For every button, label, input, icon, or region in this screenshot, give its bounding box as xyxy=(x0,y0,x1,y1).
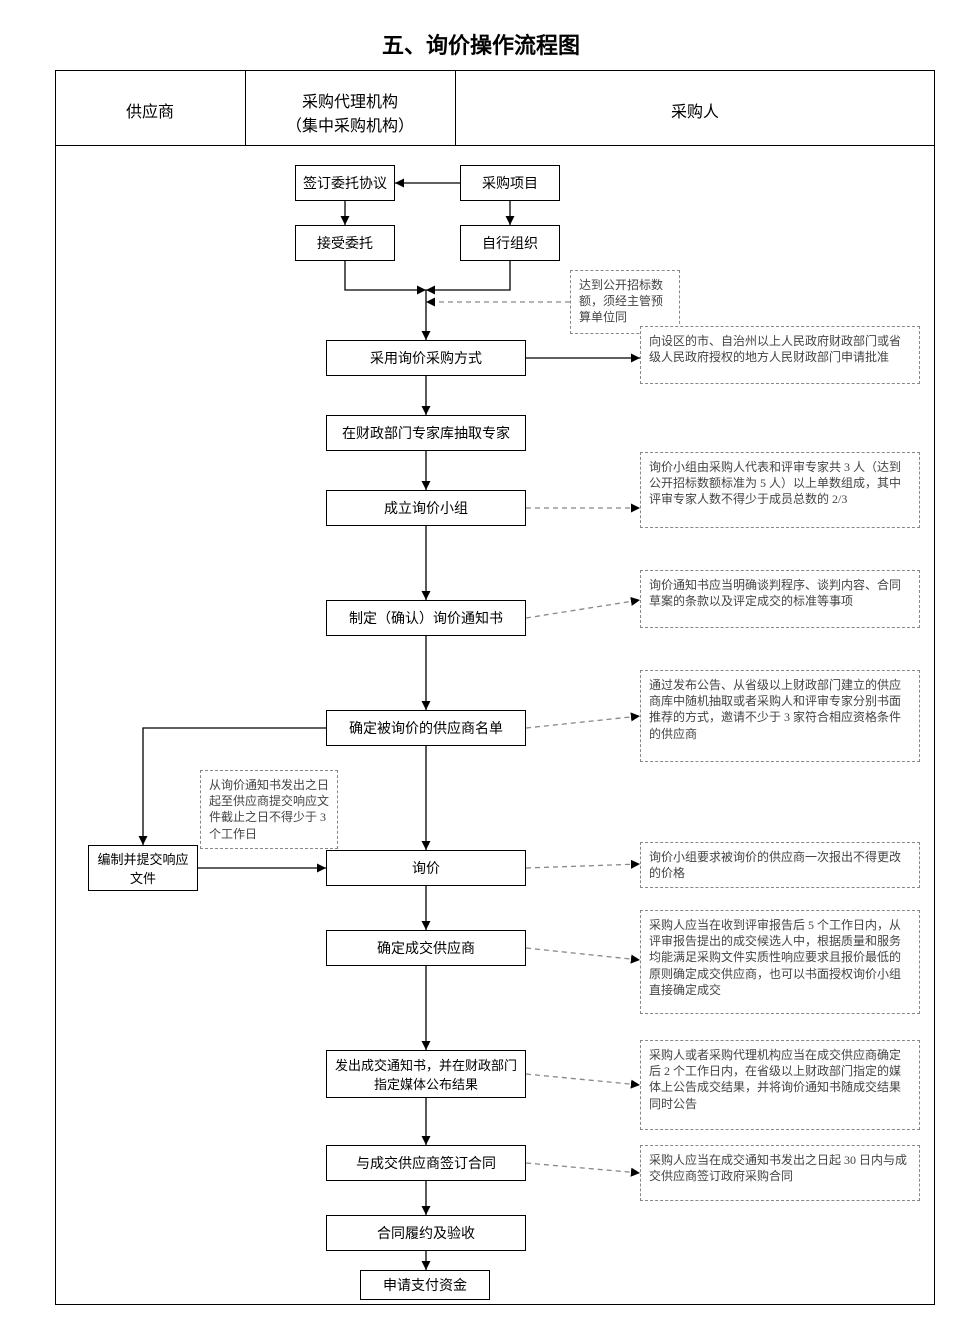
note-noteDetermineWin: 采购人应当在收到评审报告后 5 个工作日内，从评审报告提出的成交候选人中，根据质… xyxy=(640,910,920,1014)
note-noteApprove: 向设区的市、自治州以上人民政府财政部门或省级人民政府授权的地方人民财政部门申请批… xyxy=(640,326,920,384)
note-noteGroup: 询价小组由采购人代表和评审专家共 3 人（达到公开招标数额标准为 5 人）以上单… xyxy=(640,452,920,528)
node-perform: 合同履约及验收 xyxy=(326,1215,526,1251)
node-supplierSubmit: 编制并提交响应文件 xyxy=(88,845,198,891)
note-noteNoticeContent: 询价通知书应当明确谈判程序、谈判内容、合同草案的条款以及评定成交的标准等事项 xyxy=(640,570,920,628)
node-selfOrg: 自行组织 xyxy=(460,225,560,261)
note-notePublish: 采购人或者采购代理机构应当在成交供应商确定后 2 个工作日内，在省级以上财政部门… xyxy=(640,1040,920,1130)
node-drawExpert: 在财政部门专家库抽取专家 xyxy=(326,415,526,451)
column-header-agent: 采购代理机构 （集中采购机构） xyxy=(245,88,455,136)
note-noteResponseDays: 从询价通知书发出之日起至供应商提交响应文件截止之日不得少于 3 个工作日 xyxy=(200,770,338,849)
node-determineList: 确定被询价的供应商名单 xyxy=(326,710,526,746)
node-formGroup: 成立询价小组 xyxy=(326,490,526,526)
page: 五、询价操作流程图 供应商采购代理机构 （集中采购机构）采购人 签订委托协议采购… xyxy=(0,0,962,1343)
node-procProj: 采购项目 xyxy=(460,165,560,201)
note-noteThreshold: 达到公开招标数额，须经主管预算单位同 xyxy=(570,270,680,334)
header-divider xyxy=(55,145,935,146)
node-confirmNotice: 制定（确认）询价通知书 xyxy=(326,600,526,636)
note-noteQuoteOnce: 询价小组要求被询价的供应商一次报出不得更改的价格 xyxy=(640,842,920,888)
note-noteSign30: 采购人应当在成交通知书发出之日起 30 日内与成交供应商签订政府采购合同 xyxy=(640,1145,920,1201)
column-header-buyer: 采购人 xyxy=(455,98,935,122)
page-title: 五、询价操作流程图 xyxy=(0,28,962,60)
node-accept: 接受委托 xyxy=(295,225,395,261)
note-noteSupplierList: 通过发布公告、从省级以上财政部门建立的供应商库中随机抽取或者采购人和评审专家分别… xyxy=(640,670,920,762)
node-issueNotice: 发出成交通知书，并在财政部门指定媒体公布结果 xyxy=(326,1050,526,1098)
node-signAgree: 签订委托协议 xyxy=(295,165,395,201)
node-signContract: 与成交供应商签订合同 xyxy=(326,1145,526,1181)
node-determineWin: 确定成交供应商 xyxy=(326,930,526,966)
node-useInquiry: 采用询价采购方式 xyxy=(326,340,526,376)
node-inquiry: 询价 xyxy=(326,850,526,886)
node-payment: 申请支付资金 xyxy=(360,1270,490,1300)
column-header-supplier: 供应商 xyxy=(55,98,245,122)
